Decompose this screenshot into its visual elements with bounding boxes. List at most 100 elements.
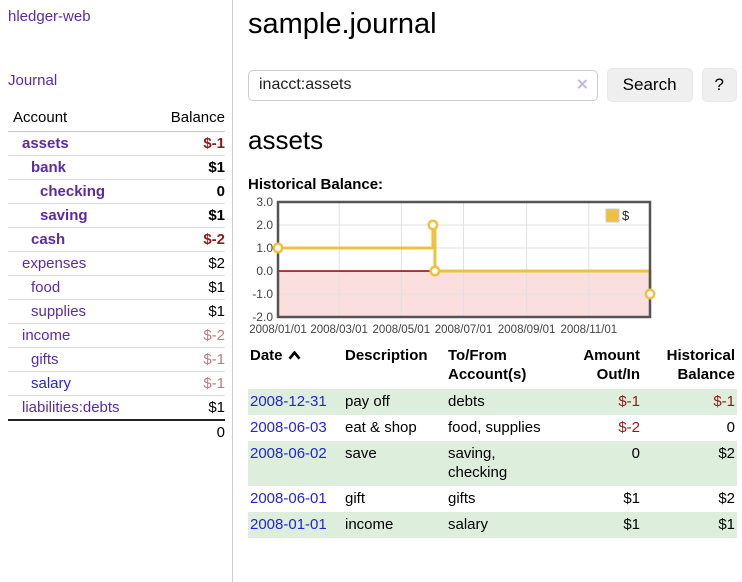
account-link[interactable]: supplies: [31, 303, 87, 320]
transaction-description: eat & shop: [345, 419, 417, 436]
accounts-col-balance: Balance: [154, 106, 225, 132]
register-row: 2008-06-01 gift gifts $1 $2: [248, 486, 737, 512]
account-balance: $1: [154, 299, 225, 324]
account-link[interactable]: liabilities:debts: [22, 399, 120, 416]
register-row: 2008-12-31 pay off debts $-1 $-1: [248, 389, 737, 415]
search-button[interactable]: Search: [606, 68, 693, 102]
transaction-date-link[interactable]: 2008-01-01: [250, 516, 327, 533]
account-link[interactable]: cash: [31, 231, 66, 248]
account-link[interactable]: gifts: [31, 351, 59, 368]
sort-asc-icon: [287, 350, 301, 360]
sidebar: hledger-web Journal Account Balance asse…: [0, 0, 233, 582]
transaction-balance: $-1: [713, 393, 735, 410]
account-heading: assets: [248, 125, 324, 155]
account-link[interactable]: salary: [31, 375, 72, 392]
transaction-amount: $1: [623, 516, 640, 533]
register-header-row: Date Description To/From Account(s) Amou…: [248, 344, 737, 389]
transaction-balance: $2: [718, 490, 735, 507]
register-col-amount: Amount Out/In: [583, 347, 640, 383]
transaction-balance: $2: [718, 445, 735, 462]
transaction-amount: $-2: [618, 419, 640, 436]
accounts-col-account: Account: [8, 106, 155, 132]
transaction-accounts: food, supplies: [448, 419, 541, 436]
account-link[interactable]: income: [22, 327, 71, 344]
account-row: supplies $1: [8, 299, 225, 324]
search-bar: ✕ Search ?: [248, 68, 737, 102]
clear-search-icon[interactable]: ✕: [576, 76, 589, 94]
account-row: salary $-1: [8, 371, 225, 396]
transaction-date-link[interactable]: 2008-06-02: [250, 445, 327, 462]
transaction-amount: $-1: [618, 393, 640, 410]
svg-text:2008/03/01: 2008/03/01: [310, 324, 368, 336]
transaction-date-link[interactable]: 2008-06-01: [250, 490, 327, 507]
account-link[interactable]: saving: [40, 207, 88, 224]
transaction-amount: $1: [623, 490, 640, 507]
svg-text:2.0: 2.0: [256, 218, 273, 232]
account-row: liabilities:debts $1: [8, 395, 225, 421]
transaction-date-link[interactable]: 2008-12-31: [250, 393, 327, 410]
svg-text:2008/09/01: 2008/09/01: [498, 324, 556, 336]
account-balance: $-2: [154, 323, 225, 348]
chart-legend: $: [605, 208, 630, 223]
account-link[interactable]: bank: [31, 159, 67, 176]
svg-text:-2.0: -2.0: [252, 310, 273, 324]
account-balance: $1: [154, 155, 225, 180]
svg-text:2008/05/01: 2008/05/01: [373, 324, 431, 336]
svg-text:2008/07/01: 2008/07/01: [435, 324, 493, 336]
account-row: expenses $2: [8, 251, 225, 276]
svg-text:3.0: 3.0: [256, 196, 273, 209]
account-row: gifts $-1: [8, 347, 225, 372]
register-col-date[interactable]: Date: [248, 344, 343, 389]
transaction-accounts: salary: [448, 516, 489, 533]
accounts-total: 0: [154, 419, 225, 445]
register-row: 2008-06-02 save saving, checking 0 $2: [248, 441, 737, 486]
transaction-balance: $1: [718, 516, 735, 533]
account-row: assets $-1: [8, 131, 225, 156]
search-input[interactable]: [248, 69, 598, 101]
transaction-description: gift: [345, 490, 366, 507]
account-balance: $2: [154, 251, 225, 276]
account-link[interactable]: checking: [40, 183, 106, 200]
account-balance: $1: [154, 203, 225, 228]
register-col-balance: Historical Balance: [666, 347, 735, 383]
app-title-link[interactable]: hledger-web: [8, 8, 91, 25]
account-balance: $-1: [154, 347, 225, 372]
legend-label: $: [622, 208, 630, 223]
account-balance: $-1: [154, 371, 225, 396]
transaction-description: save: [345, 445, 377, 462]
page-title: sample.journal: [248, 8, 437, 40]
account-row: food $1: [8, 275, 225, 300]
transaction-accounts: gifts: [448, 490, 476, 507]
chart-title: Historical Balance:: [248, 176, 384, 193]
transaction-description: pay off: [345, 393, 390, 410]
accounts-table: Account Balance assets $-1 bank $1 checking 0…: [8, 106, 225, 445]
register-row: 2008-01-01 income salary $1 $1: [248, 512, 737, 538]
svg-text:0.0: 0.0: [256, 264, 273, 278]
transaction-description: income: [345, 516, 394, 533]
account-balance: $-1: [154, 131, 225, 156]
search-input-wrap: ✕: [248, 69, 598, 101]
nav-journal-link[interactable]: Journal: [8, 72, 58, 89]
transaction-date-link[interactable]: 2008-06-03: [250, 419, 327, 436]
main-content: sample.journal ✕ Search ? assets Histori…: [248, 0, 737, 538]
register-row: 2008-06-03 eat & shop food, supplies $-2 0: [248, 415, 737, 441]
account-row: saving $1: [8, 203, 225, 228]
accounts-total-row: 0: [8, 419, 225, 445]
account-balance: $-2: [154, 227, 225, 252]
help-button[interactable]: ?: [701, 68, 737, 102]
account-balance: $1: [154, 395, 225, 421]
svg-text:2008/11/01: 2008/11/01: [560, 324, 617, 336]
account-link[interactable]: expenses: [22, 255, 87, 272]
account-balance: 0: [154, 179, 225, 204]
account-row: income $-2: [8, 323, 225, 348]
account-row: bank $1: [8, 155, 225, 180]
account-link[interactable]: assets: [22, 135, 69, 152]
transaction-accounts: debts: [448, 393, 485, 410]
date-header-label: Date: [250, 347, 283, 364]
account-row: checking 0: [8, 179, 225, 204]
transaction-balance: 0: [726, 419, 735, 436]
account-link[interactable]: food: [31, 279, 61, 296]
transaction-amount: 0: [631, 445, 640, 462]
svg-text:1.0: 1.0: [256, 241, 273, 255]
